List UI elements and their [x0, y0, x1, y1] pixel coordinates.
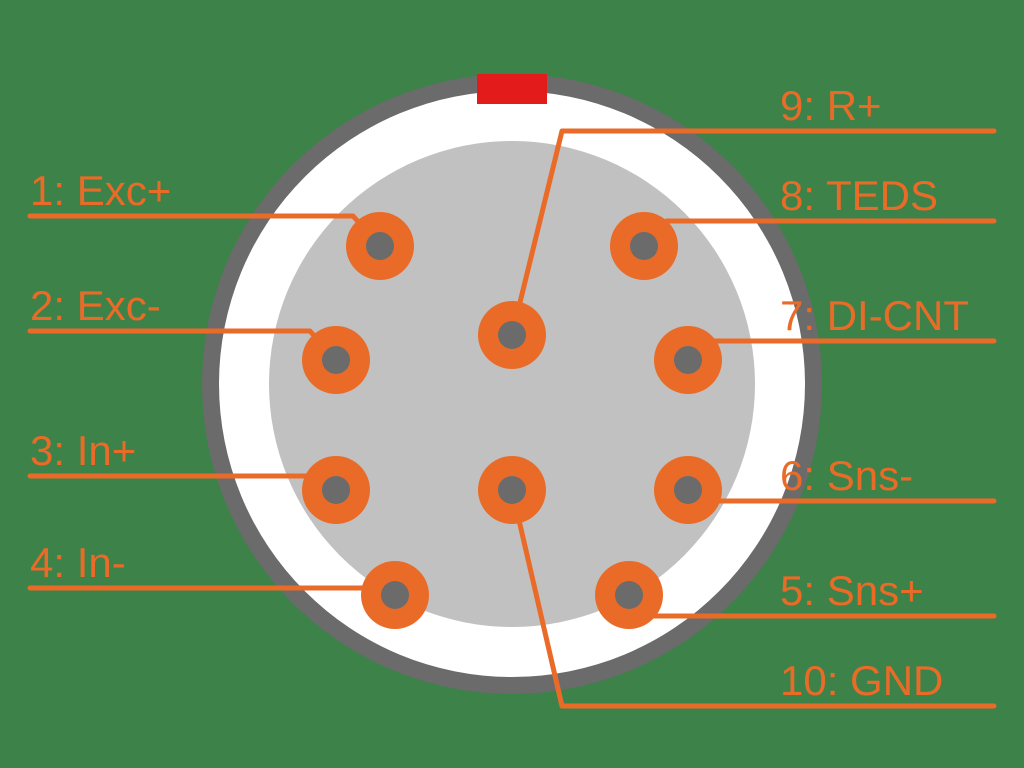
pin-label-1: 1: Exc+	[30, 170, 171, 212]
pin-label-4: 4: In-	[30, 542, 126, 584]
pin-7-center	[674, 346, 702, 374]
pin-3-center	[322, 476, 350, 504]
pin-label-2: 2: Exc-	[30, 285, 161, 327]
pin-10-center	[498, 476, 526, 504]
pin-2-center	[322, 346, 350, 374]
pin-label-5: 5: Sns+	[780, 570, 924, 612]
pin-label-8: 8: TEDS	[780, 175, 938, 217]
pin-label-10: 10: GND	[780, 660, 943, 702]
pin-label-6: 6: Sns-	[780, 455, 913, 497]
pin-6-center	[674, 476, 702, 504]
pin-label-3: 3: In+	[30, 430, 136, 472]
pin-1-center	[366, 232, 394, 260]
pin-label-7: 7: DI-CNT	[780, 295, 969, 337]
pin-9-center	[498, 321, 526, 349]
pin-label-9: 9: R+	[780, 85, 882, 127]
pin-4-center	[381, 581, 409, 609]
pin-5-center	[615, 581, 643, 609]
pin-8-center	[630, 232, 658, 260]
key-notch	[477, 74, 547, 104]
